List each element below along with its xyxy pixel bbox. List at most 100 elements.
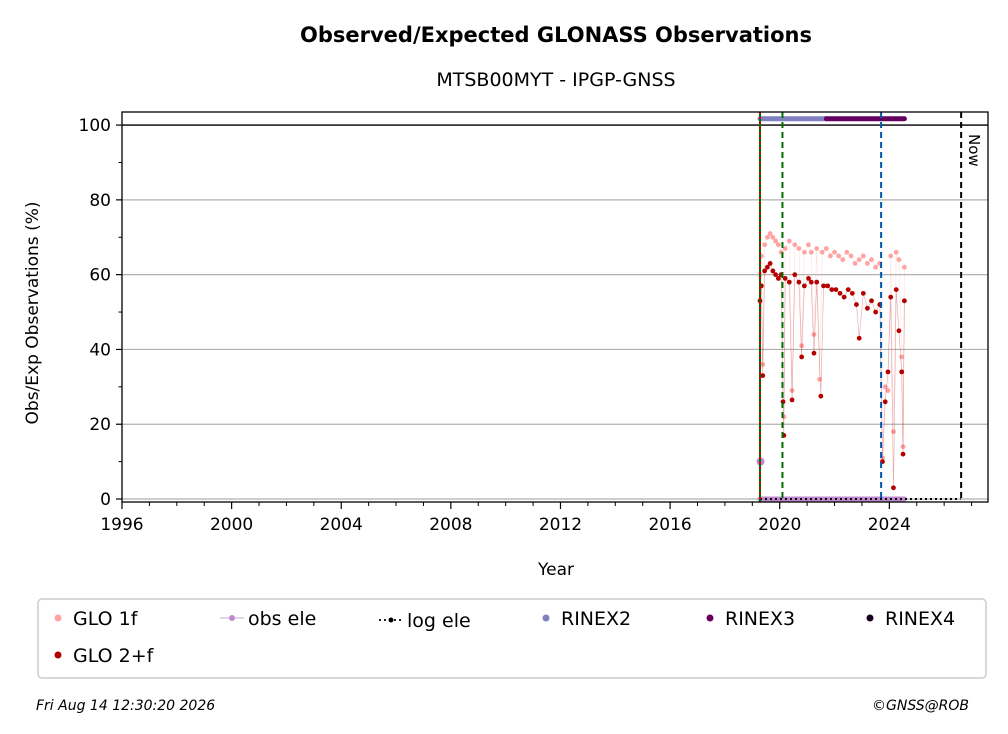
- data-point-glo-1f: [806, 242, 811, 248]
- footer-timestamp: Fri Aug 14 12:30:20 2026: [36, 698, 215, 714]
- data-point-glo-2-f: [841, 294, 847, 300]
- data-point-glo-2-f: [856, 335, 862, 341]
- legend-marker-glo-2-f: [54, 651, 62, 659]
- data-point-glo-2-f: [873, 309, 879, 315]
- data-point-glo-1f: [811, 332, 817, 337]
- data-point-glo-1f: [832, 249, 837, 255]
- x-tick-label: 1996: [100, 515, 143, 535]
- data-point-glo-1f: [900, 444, 906, 450]
- legend-marker-rinex3: [706, 614, 714, 622]
- data-point-glo-1f: [891, 429, 896, 435]
- y-axis-label: Obs/Exp Observations (%): [23, 202, 43, 425]
- data-point-glo-2-f: [893, 287, 899, 293]
- x-tick-label: 2016: [648, 515, 691, 535]
- data-point-glo-1f: [762, 242, 768, 248]
- data-point-glo-1f: [856, 257, 862, 263]
- data-point-glo-2-f: [837, 290, 843, 296]
- data-point-glo-1f: [893, 249, 899, 255]
- data-point-glo-2-f: [775, 275, 781, 281]
- legend-marker-rinex2: [542, 614, 550, 622]
- data-point-glo-2-f: [854, 302, 859, 307]
- data-point-glo-1f: [902, 264, 907, 270]
- legend-marker-log-ele: [388, 617, 394, 623]
- legend: GLO 1f obs ele log ele RINEX2 RINEX3 RINEX4 GL…: [37, 598, 987, 679]
- data-point-glo-1f: [828, 253, 833, 259]
- x-tick-label: 2008: [429, 515, 472, 535]
- legend-label-rinex3: RINEX3: [725, 608, 795, 630]
- x-tick-label: 2004: [320, 515, 363, 535]
- data-point-glo-2-f: [811, 350, 817, 356]
- legend-marker-rinex4: [866, 614, 874, 622]
- data-point-glo-2-f: [786, 279, 792, 285]
- data-point-glo-1f: [767, 231, 773, 236]
- data-point-glo-1f: [865, 261, 870, 266]
- data-point-glo-2-f: [885, 369, 891, 375]
- footer-credit: ©GNSS@ROB: [872, 698, 969, 714]
- now-label: Now: [965, 134, 983, 167]
- plot-area: Now 0 20 40 60 80 100 1996 2000 2004 2008 2012 2016 2…: [79, 111, 989, 535]
- data-point-glo-2-f: [782, 275, 788, 281]
- data-point-glo-1f: [814, 246, 820, 251]
- legend-label-rinex4: RINEX4: [885, 608, 955, 630]
- x-tick-label: 2000: [210, 515, 253, 535]
- x-tick-label: 2024: [868, 515, 911, 535]
- data-point-glo-1f: [823, 246, 829, 251]
- data-point-glo-1f: [775, 242, 781, 248]
- data-point-glo-2-f: [833, 287, 839, 293]
- data-point-glo-2-f: [825, 283, 831, 289]
- plot-frame: [121, 111, 989, 503]
- data-point-glo-1f: [860, 253, 866, 259]
- data-point-glo-1f: [896, 257, 902, 263]
- data-point-glo-1f: [819, 249, 825, 255]
- data-point-glo-2-f: [818, 393, 824, 399]
- data-point-glo-2-f: [882, 399, 888, 405]
- data-point-glo-2-f: [829, 287, 835, 293]
- data-point-glo-1f: [817, 376, 822, 382]
- data-point-glo-2-f: [865, 305, 870, 311]
- data-point-glo-2-f: [773, 272, 779, 278]
- y-tick-label: 100: [79, 116, 111, 136]
- y-tick-label: 0: [100, 490, 111, 510]
- data-point-glo-2-f: [888, 294, 894, 300]
- y-tick-label: 40: [89, 340, 111, 360]
- data-point-glo-2-f: [770, 268, 776, 274]
- data-point-glo-2-f: [764, 264, 770, 270]
- data-point-glo-2-f: [869, 298, 874, 304]
- data-point-glo-2-f: [792, 272, 798, 278]
- x-axis-label: Year: [537, 560, 574, 580]
- data-point-glo-2-f: [767, 261, 773, 266]
- data-point-glo-2-f: [789, 397, 795, 403]
- legend-frame: [37, 598, 987, 679]
- data-point-glo-2-f: [799, 354, 805, 360]
- legend-label-log-ele: log ele: [407, 610, 471, 632]
- data-point-glo-2-f: [900, 451, 906, 457]
- data-point-glo-1f: [786, 238, 792, 244]
- data-point-glo-2-f: [891, 485, 896, 491]
- data-point-glo-1f: [899, 354, 905, 360]
- data-point-glo-2-f: [814, 279, 820, 285]
- legend-marker-obs-ele: [229, 615, 235, 621]
- legend-label-obs-ele: obs ele: [248, 608, 316, 630]
- legend-marker-glo-1f: [54, 614, 62, 622]
- data-point-glo-2-f: [849, 290, 855, 296]
- data-point-glo-2-f: [896, 328, 902, 334]
- data-point-glo-2-f: [902, 298, 907, 304]
- y-tick-label: 20: [89, 415, 111, 435]
- legend-label-glo-2-f: GLO 2+f: [73, 645, 155, 667]
- data-point-glo-1f: [799, 343, 805, 349]
- data-point-glo-1f: [789, 388, 795, 393]
- x-tick-label: 2020: [758, 515, 801, 535]
- data-point-glo-1f: [808, 249, 814, 255]
- data-point-glo-1f: [840, 257, 846, 263]
- y-tick-label: 60: [89, 266, 111, 286]
- data-point-glo-1f: [773, 238, 779, 244]
- data-point-glo-2-f: [899, 369, 905, 375]
- data-point-glo-1f: [888, 253, 894, 259]
- data-point-glo-1f: [869, 257, 874, 263]
- y-tick-label: 80: [89, 191, 111, 211]
- legend-label-rinex2: RINEX2: [561, 608, 631, 630]
- data-point-glo-1f: [885, 388, 891, 393]
- data-point-glo-2-f: [845, 287, 851, 293]
- x-tick-label: 2012: [539, 515, 582, 535]
- data-point-glo-1f: [852, 261, 858, 266]
